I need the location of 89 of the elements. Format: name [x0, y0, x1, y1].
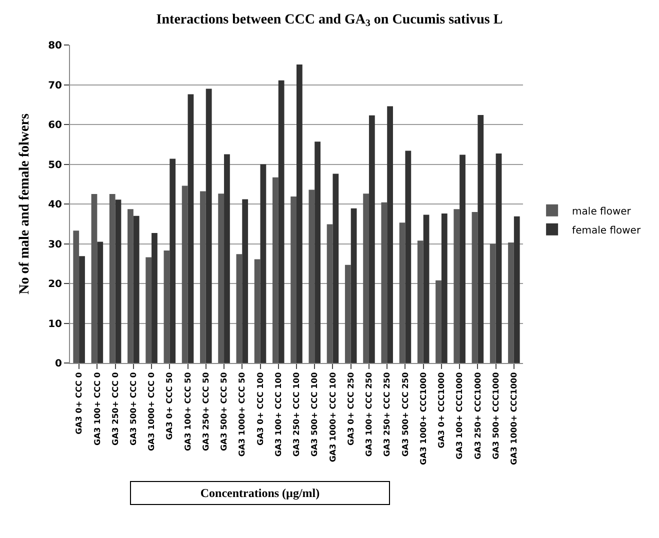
- bar: [133, 216, 140, 363]
- bar: [296, 64, 302, 363]
- bar: [308, 190, 315, 363]
- x-tick-label: GA3 0+ CCC 50: [165, 372, 174, 440]
- y-tick-label: 30: [48, 239, 62, 250]
- y-tick-label: 70: [48, 80, 62, 92]
- x-axis-title: Concentrations (µg/ml): [200, 486, 320, 500]
- y-tick-label: 60: [48, 120, 62, 131]
- x-tick-label: GA3 1000+ CCC 0: [147, 372, 156, 452]
- chart-title: Interactions between CCC and GA$_{3}$ on Cucumis sativus L: [156, 12, 503, 30]
- x-tick-label: GA3 250+ CCC 250: [382, 372, 392, 457]
- x-tick-label: GA3 250+ CCC1000: [473, 372, 482, 460]
- bar: [164, 250, 170, 363]
- bar: [478, 114, 484, 363]
- bar: [272, 177, 278, 363]
- x-tick-label: GA3 100+ CCC 250: [364, 372, 374, 457]
- bar: [514, 216, 520, 363]
- x-tick-label: GA3 500+ CCC 0: [129, 372, 138, 446]
- bar: [368, 115, 375, 363]
- x-tick-label: GA3 500+ CCC 250: [400, 372, 410, 457]
- bar: [423, 214, 430, 363]
- bar: [472, 212, 478, 363]
- bar: [236, 254, 242, 363]
- bar: [97, 242, 104, 363]
- bar: [242, 199, 248, 363]
- bar: [224, 154, 230, 363]
- bar: [387, 106, 393, 363]
- bar: [454, 209, 460, 363]
- y-tick-label: 10: [48, 318, 62, 330]
- bar: [79, 256, 85, 363]
- bar: [146, 257, 152, 363]
- x-tick-label: GA3 250+ CCC 100: [292, 372, 302, 457]
- x-tick-label: GA3 0+ CCC 100: [256, 372, 265, 446]
- bar: [278, 80, 284, 363]
- bar: [109, 194, 116, 363]
- bar: [326, 224, 333, 363]
- bar: [91, 194, 98, 363]
- bar: [496, 154, 502, 363]
- bar: [441, 214, 448, 363]
- bar: [200, 191, 206, 363]
- bar: [460, 154, 466, 363]
- legend-label: male flower: [572, 206, 632, 218]
- bar: [350, 208, 357, 363]
- bar: [363, 194, 369, 363]
- y-axis-title: No of male and female folwers: [18, 113, 33, 294]
- bar: [152, 233, 158, 363]
- x-tick-label: GA3 250+ CCC 0: [110, 372, 120, 446]
- x-tick-label: GA3 100+ CCC1000: [455, 372, 464, 460]
- bar: [417, 240, 424, 363]
- bar: [128, 209, 134, 363]
- x-tick-label: GA3 1000+ CCC 100: [328, 372, 338, 462]
- bar: [206, 88, 212, 363]
- x-tick-label: GA3 0+ CCC1000: [437, 372, 446, 448]
- bar: [218, 194, 224, 363]
- bar: [405, 150, 412, 363]
- bar: [399, 222, 406, 363]
- x-tick-label: GA3 0+ CCC 0: [74, 372, 84, 434]
- x-tick-label: GA3 250+ CCC 50: [202, 372, 210, 452]
- bar: [290, 196, 296, 363]
- x-tick-label: GA3 500+ CCC 50: [220, 372, 229, 452]
- legend-label: female flower: [572, 225, 642, 236]
- x-tick-label: GA3 100+ CCC 0: [92, 372, 102, 446]
- x-tick-label: GA3 1000+ CCC1000: [510, 372, 519, 465]
- bar: [508, 242, 514, 363]
- y-tick-label: 20: [48, 279, 62, 290]
- y-tick-label: 0: [55, 358, 62, 370]
- bar: [188, 94, 194, 363]
- x-tick-label: GA3 500+ CCC1000: [491, 372, 500, 460]
- x-tick-label: GA3 1000+ CCC1000: [418, 372, 428, 465]
- x-tick-label: GA3 500+ CCC 100: [310, 372, 320, 457]
- x-tick-label: GA3 1000+ CCC 50: [238, 372, 247, 457]
- x-tick-label: GA3 100+ CCC 100: [274, 372, 283, 457]
- bar: [381, 202, 388, 363]
- y-tick-label: 80: [48, 40, 62, 52]
- bar: [314, 142, 321, 363]
- bar: [254, 259, 260, 363]
- bar: [115, 200, 122, 363]
- x-tick-label: GA3 0+ CCC 250: [346, 372, 356, 446]
- y-tick-label: 50: [48, 160, 62, 171]
- y-tick-label: 40: [48, 200, 62, 210]
- bar: [344, 264, 351, 363]
- bar: [332, 174, 339, 363]
- bar: [260, 164, 266, 363]
- bar: [182, 186, 188, 363]
- bar: [436, 280, 442, 363]
- x-tick-label: GA3 100+ CCC 50: [183, 372, 192, 452]
- bar: [170, 158, 176, 363]
- bar: [73, 230, 80, 363]
- bar: [490, 244, 496, 363]
